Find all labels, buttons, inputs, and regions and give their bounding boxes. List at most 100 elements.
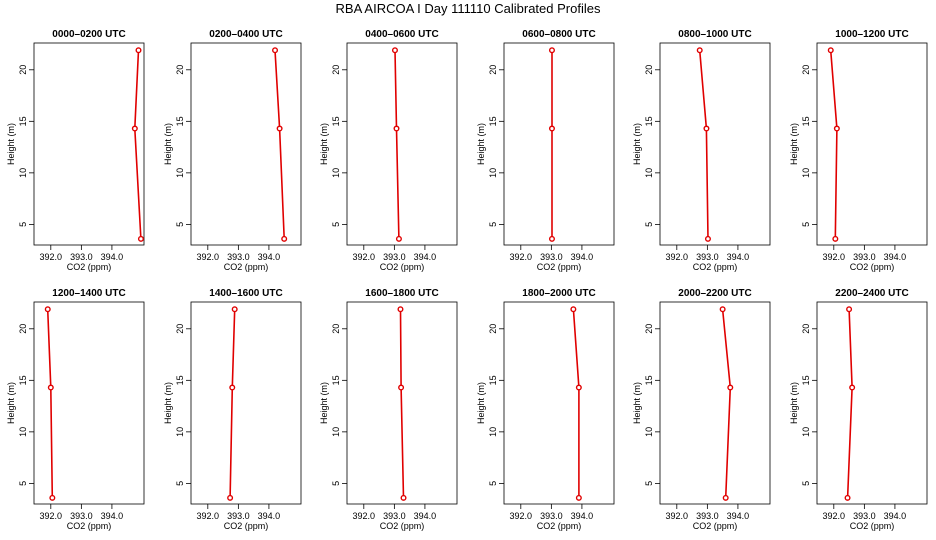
- y-tick-label: 5: [488, 481, 498, 486]
- y-tick-label: 10: [175, 427, 185, 437]
- data-point: [722, 494, 729, 501]
- data-point: [137, 235, 144, 242]
- x-tick-label: 394.0: [727, 511, 750, 521]
- profile-line: [229, 309, 236, 498]
- y-tick-label: 10: [644, 427, 654, 437]
- y-tick-label: 5: [801, 481, 811, 486]
- x-axis-label: CO2 (ppm): [850, 521, 895, 531]
- x-tick-label: 392.0: [197, 252, 220, 262]
- data-point: [575, 384, 582, 391]
- y-tick-label: 10: [488, 427, 498, 437]
- data-point: [229, 384, 236, 391]
- y-axis-label: Height (m): [319, 123, 329, 165]
- x-tick-label: 392.0: [823, 511, 846, 521]
- panel-title: 0800–1000 UTC: [678, 29, 751, 40]
- y-tick-label: 15: [801, 375, 811, 385]
- x-axis-label: CO2 (ppm): [537, 521, 582, 531]
- x-tick-label: 392.0: [823, 252, 846, 262]
- figure-title: RBA AIRCOA I Day 111110 Calibrated Profi…: [336, 1, 601, 16]
- plot-frame: [503, 301, 615, 505]
- x-tick-label: 393.0: [383, 252, 406, 262]
- profile-line: [698, 50, 709, 239]
- plot-frame: [33, 301, 145, 505]
- profile-line: [829, 50, 838, 239]
- y-tick-label: 20: [801, 65, 811, 75]
- y-tick-label: 15: [644, 116, 654, 126]
- profile-line: [46, 309, 54, 498]
- y-tick-label: 5: [488, 222, 498, 227]
- x-tick-label: 393.0: [227, 252, 250, 262]
- x-tick-label: 394.0: [884, 252, 907, 262]
- profile-line: [394, 50, 400, 239]
- data-point: [575, 494, 582, 501]
- profile-line: [274, 50, 285, 239]
- panel-title: 0600–0800 UTC: [522, 29, 595, 40]
- y-tick-label: 15: [175, 375, 185, 385]
- plot-frame: [816, 301, 928, 505]
- x-tick-label: 393.0: [70, 252, 93, 262]
- data-point: [397, 306, 404, 313]
- y-tick-label: 10: [18, 427, 28, 437]
- panel-title: 0400–0600 UTC: [365, 29, 438, 40]
- y-axis-label: Height (m): [632, 123, 642, 165]
- x-axis-label: CO2 (ppm): [850, 262, 895, 272]
- y-tick-label: 20: [18, 324, 28, 334]
- y-tick-label: 20: [644, 65, 654, 75]
- profile-panel: 0600–0800 UTC 392.0 393.0 394.0 5 10 15 20 CO2 (…: [476, 29, 615, 272]
- x-axis-label: CO2 (ppm): [380, 262, 425, 272]
- x-tick-label: 393.0: [853, 252, 876, 262]
- x-axis-label: CO2 (ppm): [380, 521, 425, 531]
- profile-panel: 2200–2400 UTC 392.0 393.0 394.0 5 10 15 20 CO2 (…: [789, 288, 928, 531]
- y-tick-label: 20: [644, 324, 654, 334]
- profile-panel: 0200–0400 UTC 392.0 393.0 394.0 5 10 15 20 CO2 (…: [163, 29, 302, 272]
- y-tick-label: 5: [644, 222, 654, 227]
- y-tick-label: 10: [801, 427, 811, 437]
- data-point: [227, 494, 234, 501]
- y-tick-label: 15: [331, 116, 341, 126]
- x-tick-label: 393.0: [853, 511, 876, 521]
- x-tick-label: 392.0: [510, 511, 533, 521]
- data-point: [548, 235, 555, 242]
- x-axis-label: CO2 (ppm): [693, 262, 738, 272]
- x-axis-label: CO2 (ppm): [693, 521, 738, 531]
- x-axis-label: CO2 (ppm): [537, 262, 582, 272]
- y-tick-label: 15: [644, 375, 654, 385]
- data-point: [548, 47, 555, 54]
- profile-panel: 1200–1400 UTC 392.0 393.0 394.0 5 10 15 20 CO2 (…: [6, 288, 145, 531]
- x-tick-label: 392.0: [353, 511, 376, 521]
- y-axis-label: Height (m): [163, 382, 173, 424]
- y-tick-label: 20: [488, 65, 498, 75]
- y-tick-label: 15: [18, 375, 28, 385]
- panel-title: 1200–1400 UTC: [52, 288, 125, 299]
- x-tick-label: 394.0: [727, 252, 750, 262]
- y-tick-label: 15: [488, 375, 498, 385]
- x-tick-label: 394.0: [571, 511, 594, 521]
- plot-frame: [659, 42, 771, 246]
- data-point: [703, 125, 710, 132]
- x-tick-label: 394.0: [884, 511, 907, 521]
- x-tick-label: 393.0: [540, 511, 563, 521]
- plot-frame: [816, 42, 928, 246]
- data-point: [395, 235, 402, 242]
- y-axis-label: Height (m): [6, 382, 16, 424]
- data-point: [727, 384, 734, 391]
- x-tick-label: 393.0: [696, 252, 719, 262]
- y-tick-label: 20: [331, 65, 341, 75]
- y-tick-label: 5: [644, 481, 654, 486]
- profile-panel: 1400–1600 UTC 392.0 393.0 394.0 5 10 15 20 CO2 (…: [163, 288, 302, 531]
- profile-line: [133, 50, 142, 239]
- panel-grid: 0000–0200 UTC 392.0 393.0 394.0 5 10 15 20 CO2 (…: [6, 29, 928, 531]
- profile-line: [846, 309, 853, 498]
- x-tick-label: 393.0: [383, 511, 406, 521]
- panel-title: 1400–1600 UTC: [209, 288, 282, 299]
- x-tick-label: 394.0: [571, 252, 594, 262]
- y-tick-label: 20: [175, 65, 185, 75]
- x-axis-label: CO2 (ppm): [224, 262, 269, 272]
- y-tick-label: 20: [18, 65, 28, 75]
- x-tick-label: 392.0: [353, 252, 376, 262]
- panel-title: 2200–2400 UTC: [835, 288, 908, 299]
- y-tick-label: 20: [801, 324, 811, 334]
- profile-line: [572, 309, 580, 498]
- data-point: [391, 47, 398, 54]
